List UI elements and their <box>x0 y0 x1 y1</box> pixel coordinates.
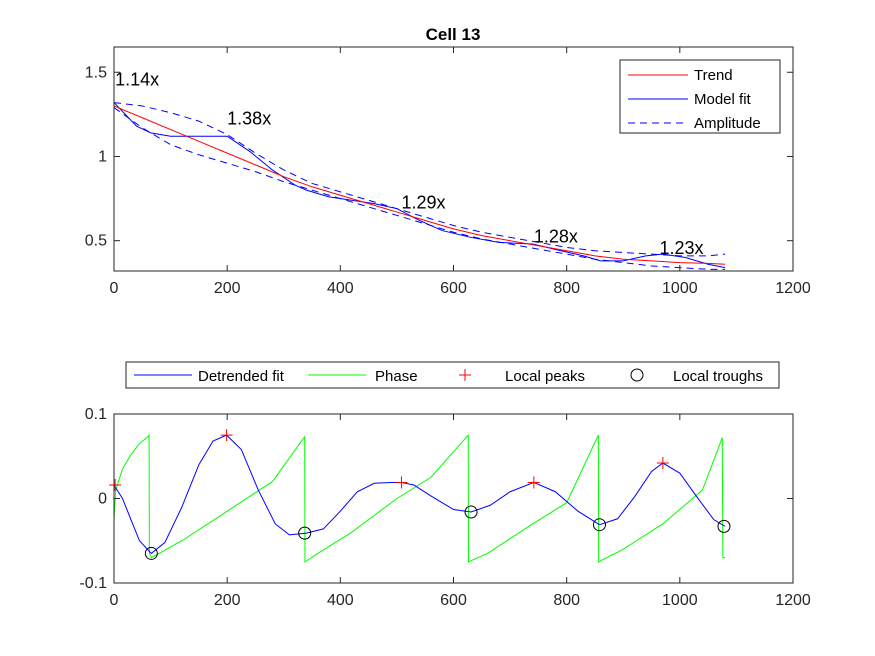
bottom-xtick-label: 200 <box>214 592 241 609</box>
amplitude-ratio-annotation: 1.14x <box>115 70 159 90</box>
local-trough-marker <box>144 546 158 560</box>
amplitude-upper-line <box>113 102 726 257</box>
top-ytick-label: 1 <box>98 148 107 165</box>
top-axes-box <box>113 46 794 272</box>
legend-label-model-fit: Model fit <box>694 91 752 108</box>
bottom-plot-area <box>114 414 793 583</box>
top-xtick-label: 1200 <box>775 280 811 297</box>
bottom-xtick-label: 0 <box>110 592 119 609</box>
legend-label-detrended-fit: Detrended fit <box>198 368 285 385</box>
local-peak-marker <box>656 457 669 470</box>
legend-label-trend: Trend <box>694 67 733 84</box>
bottom-ytick-label: -0.1 <box>79 575 107 592</box>
top-legend: Trend Model fit Amplitude <box>619 59 781 134</box>
local-peak-marker <box>395 476 408 489</box>
bottom-legend: Detrended fit Phase Local peaks Local tr… <box>125 361 780 389</box>
legend-label-amplitude: Amplitude <box>694 115 761 132</box>
bottom-xtick-label: 800 <box>553 592 580 609</box>
amplitude-ratio-annotation: 1.38x <box>227 108 271 128</box>
bottom-axes: 0 200 400 600 800 1000 1200-0.100.1 Detrended … <box>79 361 811 609</box>
local-trough-marker <box>717 519 731 533</box>
amplitude-ratio-annotation: 1.23x <box>659 238 703 258</box>
bottom-ytick-label: 0.1 <box>85 406 107 423</box>
top-xtick-label: 1000 <box>662 280 698 297</box>
legend-label-local-troughs: Local troughs <box>673 368 763 385</box>
bottom-xtick-label: 1200 <box>775 592 811 609</box>
top-chart-title: Cell 13 <box>426 25 481 44</box>
legend-swatch-local-peaks <box>459 369 471 381</box>
bottom-series-layer <box>109 429 731 563</box>
top-legend-box <box>619 59 781 134</box>
top-series-layer <box>113 102 726 270</box>
top-annotations: 1.14x 1.38x 1.29x 1.28x 1.23x <box>115 70 703 258</box>
bottom-xtick-label: 400 <box>327 592 354 609</box>
top-xtick-label: 400 <box>327 280 354 297</box>
bottom-ytick-label: 0 <box>98 491 107 508</box>
trend-line <box>113 105 726 265</box>
legend-swatch-local-troughs <box>630 368 644 382</box>
detrended-fit-line <box>113 434 726 555</box>
amplitude-ratio-annotation: 1.29x <box>401 193 445 213</box>
top-tick-layer: 0 200 400 600 800 1000 1200 0.5 1 1.5 <box>85 47 811 297</box>
local-peak-marker <box>220 429 233 442</box>
bottom-tick-layer: 0 200 400 600 800 1000 1200-0.100.1 <box>79 406 810 609</box>
bottom-axes-box <box>113 413 794 584</box>
bottom-xtick-label: 1000 <box>662 592 698 609</box>
top-xtick-label: 0 <box>110 280 119 297</box>
top-xtick-label: 600 <box>440 280 467 297</box>
top-ytick-label: 0.5 <box>85 233 107 250</box>
legend-label-local-peaks: Local peaks <box>505 368 585 385</box>
top-ytick-label: 1.5 <box>85 64 107 81</box>
bottom-legend-box <box>125 361 780 389</box>
amplitude-lower-line <box>113 107 726 270</box>
amplitude-ratio-annotation: 1.28x <box>534 226 578 246</box>
local-peak-marker <box>109 478 122 491</box>
top-axes: Cell 13 1.14x 1.38x 1.29x 1.28x 1.23x 0 200 40… <box>85 25 811 297</box>
phase-line <box>113 433 726 563</box>
local-trough-marker <box>298 526 312 540</box>
local-trough-marker <box>464 505 478 519</box>
legend-label-phase: Phase <box>375 368 418 385</box>
top-xtick-label: 800 <box>553 280 580 297</box>
top-xtick-label: 200 <box>214 280 241 297</box>
local-peak-marker <box>527 476 540 489</box>
bottom-xtick-label: 600 <box>440 592 467 609</box>
local-trough-marker <box>592 518 606 532</box>
